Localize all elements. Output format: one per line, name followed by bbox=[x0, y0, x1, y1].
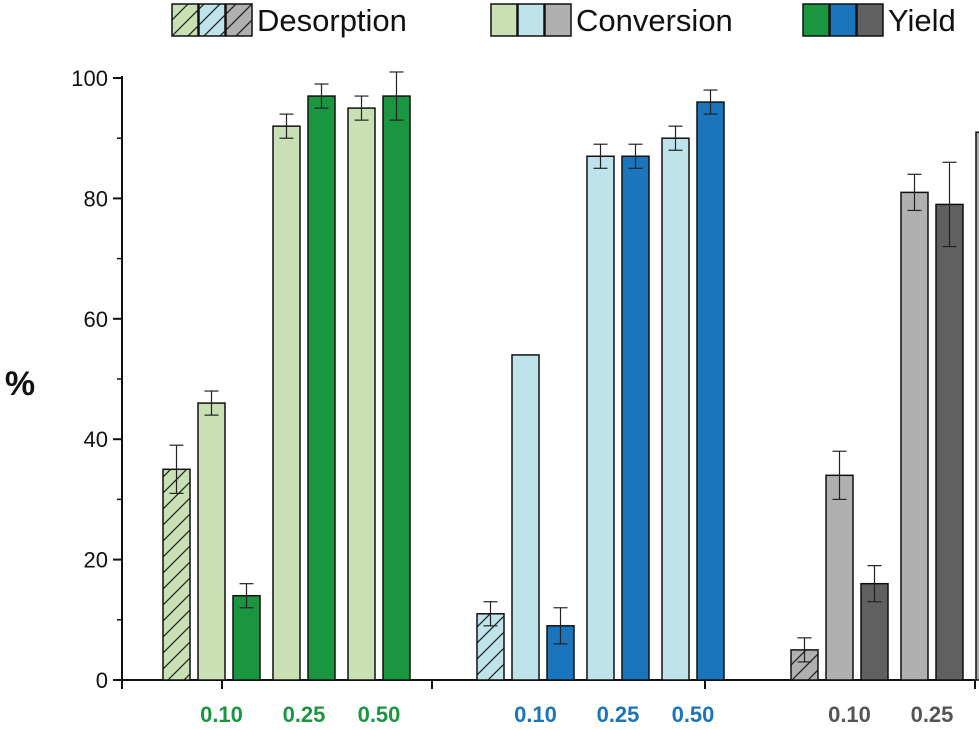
bar-yield-1-1 bbox=[621, 155, 650, 681]
legend-swatch-yield-0 bbox=[802, 3, 830, 37]
category-label-0-1: 0.25 bbox=[283, 702, 326, 727]
bar-conversion-0-0 bbox=[197, 402, 226, 681]
category-label-0-2: 0.50 bbox=[358, 702, 401, 727]
legend-label-conversion: Conversion bbox=[576, 3, 733, 38]
x-axis bbox=[121, 679, 976, 689]
legend-label-desorption: Desorption bbox=[257, 3, 407, 38]
legend-swatch-conversion-2 bbox=[544, 3, 572, 37]
bar-conversion-0-1 bbox=[272, 125, 301, 681]
bar-conversion-0-2 bbox=[347, 107, 376, 681]
bar-conversion-1-0 bbox=[511, 354, 540, 681]
category-label-1-0: 0.10 bbox=[514, 702, 557, 727]
bar-yield-0-2 bbox=[382, 95, 411, 681]
bar-conversion-2-2 bbox=[975, 131, 979, 681]
legend-swatch-conversion-1 bbox=[517, 3, 545, 37]
category-labels: 0.100.250.500.100.250.500.100.250.50 bbox=[200, 702, 954, 727]
y-tick-label: 0 bbox=[96, 668, 108, 693]
legend-swatch-yield-2 bbox=[856, 3, 884, 37]
category-label-1-1: 0.25 bbox=[597, 702, 640, 727]
bar-conversion-1-2 bbox=[661, 137, 690, 681]
legend-swatch-desorption-0 bbox=[171, 3, 199, 37]
y-tick-label: 20 bbox=[84, 548, 108, 573]
bar-conversion-1-1 bbox=[586, 155, 615, 681]
legend-swatch-desorption-2 bbox=[225, 3, 253, 37]
category-label-1-2: 0.50 bbox=[672, 702, 715, 727]
bar-conversion-2-1 bbox=[900, 191, 929, 681]
bar-conversion-2-0 bbox=[825, 474, 854, 681]
y-axis-label: % bbox=[5, 365, 35, 403]
legend-swatch-conversion-0 bbox=[490, 3, 518, 37]
y-tick-label: 80 bbox=[84, 186, 108, 211]
bar-yield-2-1 bbox=[935, 203, 964, 681]
y-tick-label: 100 bbox=[71, 66, 108, 91]
y-axis: 0 20 40 60 80 100 bbox=[71, 66, 123, 693]
category-label-2-0: 0.10 bbox=[828, 702, 871, 727]
bars bbox=[162, 95, 979, 681]
legend-label-yield: Yield bbox=[888, 3, 956, 38]
legend: Desorption Conversion Yield bbox=[171, 3, 956, 38]
bar-yield-1-2 bbox=[696, 101, 725, 681]
bar-desorption-0-0 bbox=[162, 468, 191, 681]
category-label-2-1: 0.25 bbox=[911, 702, 954, 727]
bar-yield-0-1 bbox=[307, 95, 336, 681]
y-tick-label: 60 bbox=[84, 307, 108, 332]
category-label-0-0: 0.10 bbox=[200, 702, 243, 727]
error-bars bbox=[169, 71, 957, 663]
legend-swatch-desorption-1 bbox=[198, 3, 226, 37]
legend-swatch-yield-1 bbox=[829, 3, 857, 37]
y-tick-label: 40 bbox=[84, 427, 108, 452]
bar-yield-0-0 bbox=[232, 594, 261, 681]
